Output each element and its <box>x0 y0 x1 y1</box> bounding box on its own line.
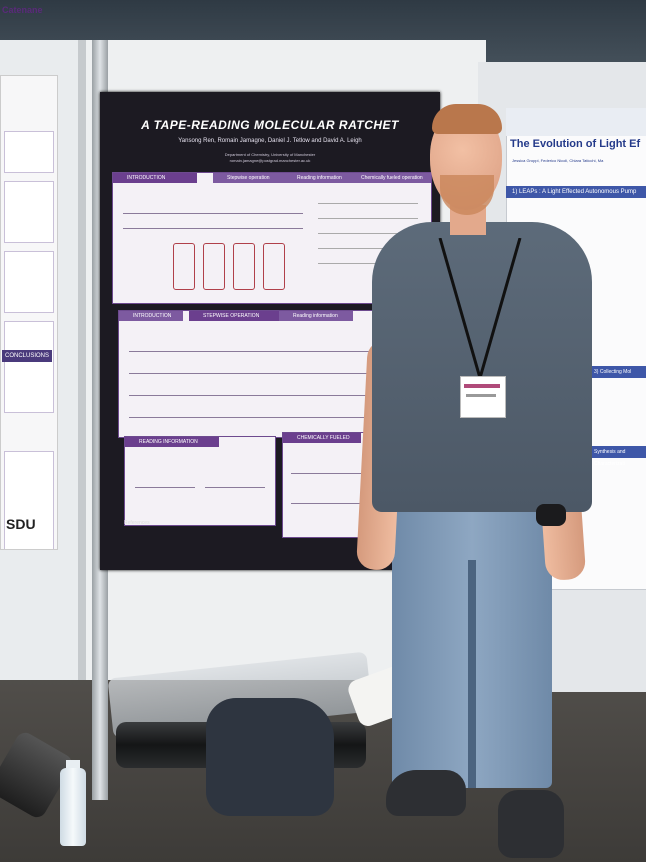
poster-main-affiliation: Department of Chemistry, University of M… <box>110 152 430 164</box>
text-line <box>318 203 418 204</box>
shoe-right <box>498 790 564 858</box>
diagram-line <box>123 228 303 229</box>
poster-section-stepwise: INTRODUCTION STEPWISE OPERATION Reading … <box>118 310 382 438</box>
diagram-molecule <box>173 243 195 290</box>
poster-right-logo-bar <box>506 108 646 136</box>
poster-left-figure <box>4 131 54 173</box>
badge-name-line <box>464 384 500 388</box>
poster-references: References <box>124 520 150 526</box>
poster-left-figure <box>4 251 54 313</box>
poster-right-section-heading: 3) Collecting Mol <box>590 366 646 378</box>
poster-section-chemically: CHEMICALLY FUELED <box>282 432 370 538</box>
chart-line <box>291 503 361 504</box>
poster-left-figure <box>4 451 54 549</box>
diagram-molecule <box>263 243 285 290</box>
text-line <box>318 233 418 234</box>
poster-left-title: Catenane <box>2 5 43 15</box>
section-heading: INTRODUCTION <box>113 173 197 183</box>
diagram-line <box>123 213 303 214</box>
poster-left-figure <box>4 181 54 243</box>
bottle-cap <box>66 760 80 770</box>
poster-main-authors: Yansong Ren, Romain Jamagne, Daniel J. T… <box>178 138 362 144</box>
watch-icon <box>536 504 566 526</box>
chart-line <box>291 473 361 474</box>
poster-section-reading: READING INFORMATION <box>124 436 276 526</box>
diagram-line <box>129 351 369 352</box>
sdu-logo: SDU <box>6 516 36 532</box>
diagram-molecule <box>203 243 225 290</box>
section-tab: Chemically fueled operation <box>347 173 431 183</box>
poster-right-authors: Jessica Groppi, Federico Nicoli, Chiara … <box>512 158 604 163</box>
poster-main-title: A TAPE-READING MOLECULAR RATCHET <box>141 118 399 132</box>
shoe-left <box>386 770 466 816</box>
chart-line <box>205 487 265 488</box>
lanyard-icon <box>438 238 522 384</box>
diagram-line <box>129 373 369 374</box>
section-tab: INTRODUCTION <box>119 311 183 321</box>
section-heading: CHEMICALLY FUELED <box>283 433 361 443</box>
poster-left-figure <box>4 321 54 413</box>
badge-icon <box>460 376 506 418</box>
section-tab: Stepwise operation <box>213 173 287 183</box>
poster-left <box>0 75 58 550</box>
person-leg-gap <box>468 560 476 788</box>
jacket-icon <box>206 698 334 816</box>
diagram-molecule <box>233 243 255 290</box>
text-line <box>318 263 418 264</box>
text-line <box>318 248 418 249</box>
section-tab: Reading information <box>283 173 353 183</box>
poster-left-conclusions: CONCLUSIONS <box>2 350 52 362</box>
section-heading: STEPWISE OPERATION <box>189 311 283 321</box>
diagram-line <box>129 395 369 396</box>
person-hair <box>432 104 502 134</box>
chart-line <box>135 487 195 488</box>
poster-affiliation-text: Department of Chemistry, University of M… <box>224 152 316 157</box>
poster-contact: romain.jamagne@postgrad.manchester.ac.uk <box>229 158 311 163</box>
water-bottle-icon <box>60 768 86 846</box>
poster-right-section-heading: 1) LEAPs : A Light Effected Autonomous P… <box>506 186 646 198</box>
text-line <box>318 218 418 219</box>
section-tab: Reading information <box>279 311 353 321</box>
diagram-line <box>129 417 369 418</box>
section-heading: READING INFORMATION <box>125 437 219 447</box>
poster-right-title: The Evolution of Light Ef <box>510 138 641 150</box>
badge-detail-line <box>466 394 496 397</box>
poster-right-section-heading: Synthesis and Characterizati <box>590 446 646 467</box>
